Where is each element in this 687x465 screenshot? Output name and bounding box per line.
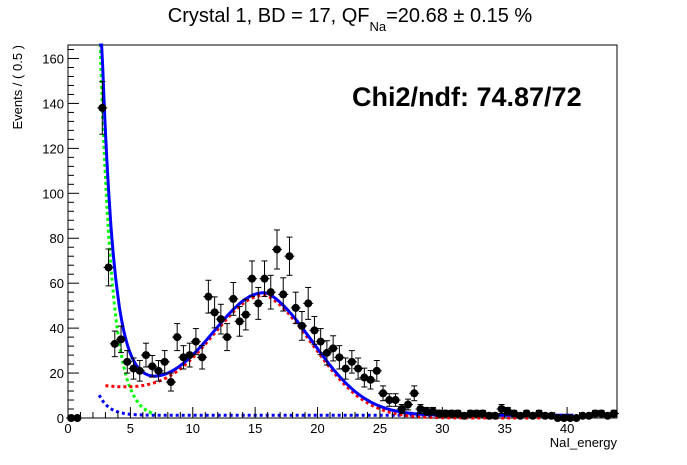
x-tick-label: 25	[373, 421, 387, 436]
x-tick-label: 10	[186, 421, 200, 436]
data-point	[223, 333, 232, 342]
chi2-annotation: Chi2/ndf: 74.87/72	[352, 82, 582, 112]
data-point	[553, 414, 562, 422]
data-point	[578, 411, 587, 420]
data-point	[98, 103, 107, 112]
data-point	[379, 389, 388, 398]
data-point	[566, 414, 575, 422]
data-point	[310, 326, 319, 335]
data-point	[191, 337, 200, 346]
data-point	[135, 366, 144, 375]
data-point	[366, 375, 375, 384]
data-point	[241, 310, 250, 319]
data-point	[117, 335, 126, 344]
data-point	[279, 290, 288, 299]
data-point	[154, 366, 163, 375]
y-tick-label: 40	[50, 321, 64, 336]
data-point	[260, 274, 269, 283]
data-point	[160, 357, 169, 366]
data-point	[485, 411, 494, 420]
x-tick-label: 15	[248, 421, 262, 436]
data-point	[110, 339, 119, 348]
y-tick-label: 100	[42, 186, 64, 201]
data-point	[148, 362, 157, 371]
chart-title-subscript: Na	[370, 19, 387, 34]
data-point	[435, 409, 444, 418]
data-point	[591, 409, 600, 418]
data-point	[166, 378, 175, 387]
data-point	[235, 317, 244, 326]
data-point	[472, 409, 481, 418]
data-point	[123, 357, 132, 366]
data-point	[216, 315, 225, 324]
data-point	[422, 407, 431, 416]
chart-title-prefix: Crystal 1, BD = 17, QF	[168, 5, 370, 27]
data-point	[272, 245, 281, 254]
data-point	[410, 389, 419, 398]
data-point	[141, 351, 150, 360]
data-point	[391, 396, 400, 405]
data-point	[466, 409, 475, 418]
data-point	[609, 409, 618, 418]
data-point	[559, 414, 568, 422]
data-point	[447, 409, 456, 418]
data-point	[335, 353, 344, 362]
data-point	[204, 292, 213, 301]
data-point	[185, 351, 194, 360]
data-point	[329, 344, 338, 353]
data-point	[404, 400, 413, 409]
y-tick-label: 120	[42, 141, 64, 156]
y-tick-label: 160	[42, 51, 64, 66]
exponential-component-curve	[98, 43, 157, 416]
data-point	[541, 411, 550, 420]
data-points	[66, 81, 619, 422]
y-tick-label: 80	[50, 231, 64, 246]
data-point	[316, 337, 325, 346]
x-axis-label: NaI_energy	[550, 435, 618, 450]
data-point	[229, 294, 238, 303]
data-point	[173, 333, 182, 342]
data-point	[266, 288, 275, 297]
x-tick-label: 35	[497, 421, 511, 436]
data-point	[198, 353, 207, 362]
y-tick-label: 0	[57, 411, 64, 426]
data-point	[285, 252, 294, 261]
data-point	[104, 263, 113, 272]
data-point	[397, 405, 406, 414]
data-point	[254, 299, 263, 308]
data-point	[372, 366, 381, 375]
data-point	[248, 274, 257, 283]
x-tick-label: 0	[64, 421, 71, 436]
x-tick-label: 5	[127, 421, 134, 436]
data-point	[304, 299, 313, 308]
x-tick-label: 20	[310, 421, 324, 436]
x-tick-label: 30	[435, 421, 449, 436]
chart-title-suffix: =20.68 ± 0.15 %	[386, 5, 532, 27]
data-point	[441, 409, 450, 418]
data-point	[491, 411, 500, 420]
y-tick-label: 140	[42, 96, 64, 111]
data-point	[385, 396, 394, 405]
data-point	[341, 364, 350, 373]
data-point	[322, 348, 331, 357]
data-point	[291, 303, 300, 312]
data-point	[210, 308, 219, 317]
y-tick-label: 20	[50, 366, 64, 381]
x-tick-label: 40	[560, 421, 574, 436]
data-point	[297, 321, 306, 330]
y-tick-label: 60	[50, 276, 64, 291]
axes: 0 5 10 15 20 25 30 35 40 0 20 40 60 80 100 120 140 160	[42, 48, 618, 436]
y-axis-label: Events / ( 0.5 )	[10, 45, 25, 130]
data-point	[354, 364, 363, 373]
chart-title: Crystal 1, BD = 17, QFNa=20.68 ± 0.15 %	[168, 5, 533, 34]
data-point	[347, 357, 356, 366]
